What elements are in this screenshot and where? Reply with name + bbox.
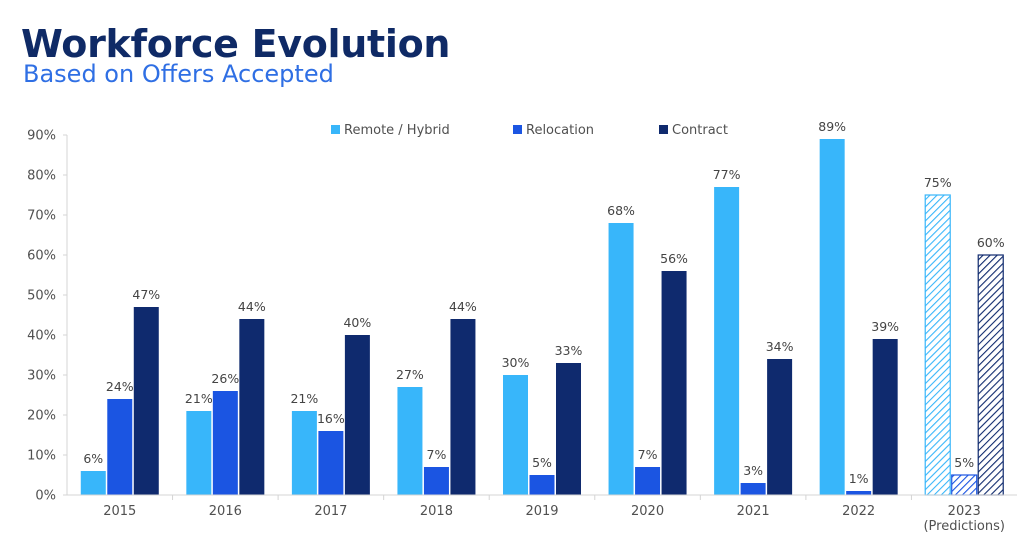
bar — [318, 431, 344, 495]
data-label: 24% — [106, 379, 134, 394]
bar — [397, 387, 423, 495]
bar — [107, 399, 133, 495]
data-label: 40% — [343, 315, 371, 330]
data-label: 16% — [317, 411, 345, 426]
legend-label: Remote / Hybrid — [344, 123, 450, 138]
legend-swatch — [331, 125, 340, 134]
bar — [529, 475, 555, 495]
bar — [951, 474, 978, 496]
bar — [740, 483, 766, 495]
y-tick-label: 80% — [27, 169, 56, 184]
bar — [608, 223, 634, 495]
data-label: 47% — [132, 287, 160, 302]
data-label: 60% — [977, 235, 1005, 250]
bar — [212, 391, 238, 495]
data-label: 3% — [743, 463, 763, 478]
bar — [186, 411, 212, 495]
chart-title: Workforce Evolution — [21, 22, 451, 66]
y-tick-label: 0% — [35, 489, 56, 504]
bar — [977, 254, 1004, 496]
data-label: 39% — [871, 319, 899, 334]
data-label: 44% — [449, 299, 477, 314]
data-label: 68% — [607, 203, 635, 218]
data-label: 5% — [532, 455, 552, 470]
bar — [239, 319, 265, 495]
data-label: 77% — [713, 167, 741, 182]
x-tick-label: 2022 — [842, 504, 875, 519]
x-tick-label: 2015 — [103, 504, 136, 519]
y-tick-label: 60% — [27, 249, 56, 264]
data-label: 6% — [83, 451, 103, 466]
data-label: 7% — [638, 447, 658, 462]
bar — [767, 359, 793, 495]
legend-label: Relocation — [526, 123, 594, 138]
data-label: 7% — [427, 447, 447, 462]
bar — [450, 319, 476, 495]
bar — [661, 271, 687, 495]
bar — [924, 194, 951, 496]
bar — [846, 491, 872, 495]
legend-swatch — [513, 125, 522, 134]
data-label: 89% — [818, 119, 846, 134]
data-label: 5% — [954, 455, 974, 470]
bar — [872, 339, 898, 495]
data-label: 21% — [185, 391, 213, 406]
bar — [133, 307, 159, 495]
y-tick-label: 40% — [27, 329, 56, 344]
bar — [819, 139, 845, 495]
legend-label: Contract — [672, 123, 728, 138]
x-tick-label: 2017 — [314, 504, 347, 519]
y-tick-label: 30% — [27, 369, 56, 384]
y-tick-label: 10% — [27, 449, 56, 464]
data-label: 44% — [238, 299, 266, 314]
x-tick-label: 2019 — [525, 504, 558, 519]
legend-swatch — [659, 125, 668, 134]
bar — [503, 375, 528, 495]
data-label: 27% — [396, 367, 424, 382]
data-label: 1% — [849, 471, 869, 486]
y-tick-label: 50% — [27, 289, 56, 304]
y-tick-label: 90% — [27, 129, 56, 144]
bar — [635, 467, 661, 495]
x-tick-label: 2023 — [948, 504, 981, 519]
data-label: 26% — [211, 371, 239, 386]
data-label: 75% — [924, 175, 952, 190]
bar — [344, 335, 370, 495]
bar — [556, 363, 581, 495]
y-tick-label: 70% — [27, 209, 56, 224]
bar — [291, 411, 317, 495]
bar — [80, 471, 106, 495]
y-tick-label: 20% — [27, 409, 56, 424]
data-label: 30% — [502, 355, 530, 370]
bar — [714, 187, 740, 495]
bar — [423, 467, 449, 495]
data-label: 34% — [766, 339, 794, 354]
x-tick-label: 2021 — [737, 504, 770, 519]
data-label: 33% — [555, 343, 583, 358]
data-label: 21% — [290, 391, 318, 406]
data-label: 56% — [660, 251, 688, 266]
x-tick-label: 2018 — [420, 504, 453, 519]
x-tick-label: 2020 — [631, 504, 664, 519]
x-tick-label: 2016 — [209, 504, 242, 519]
chart-subtitle: Based on Offers Accepted — [23, 60, 334, 88]
x-tick-sublabel: (Predictions) — [923, 519, 1005, 534]
